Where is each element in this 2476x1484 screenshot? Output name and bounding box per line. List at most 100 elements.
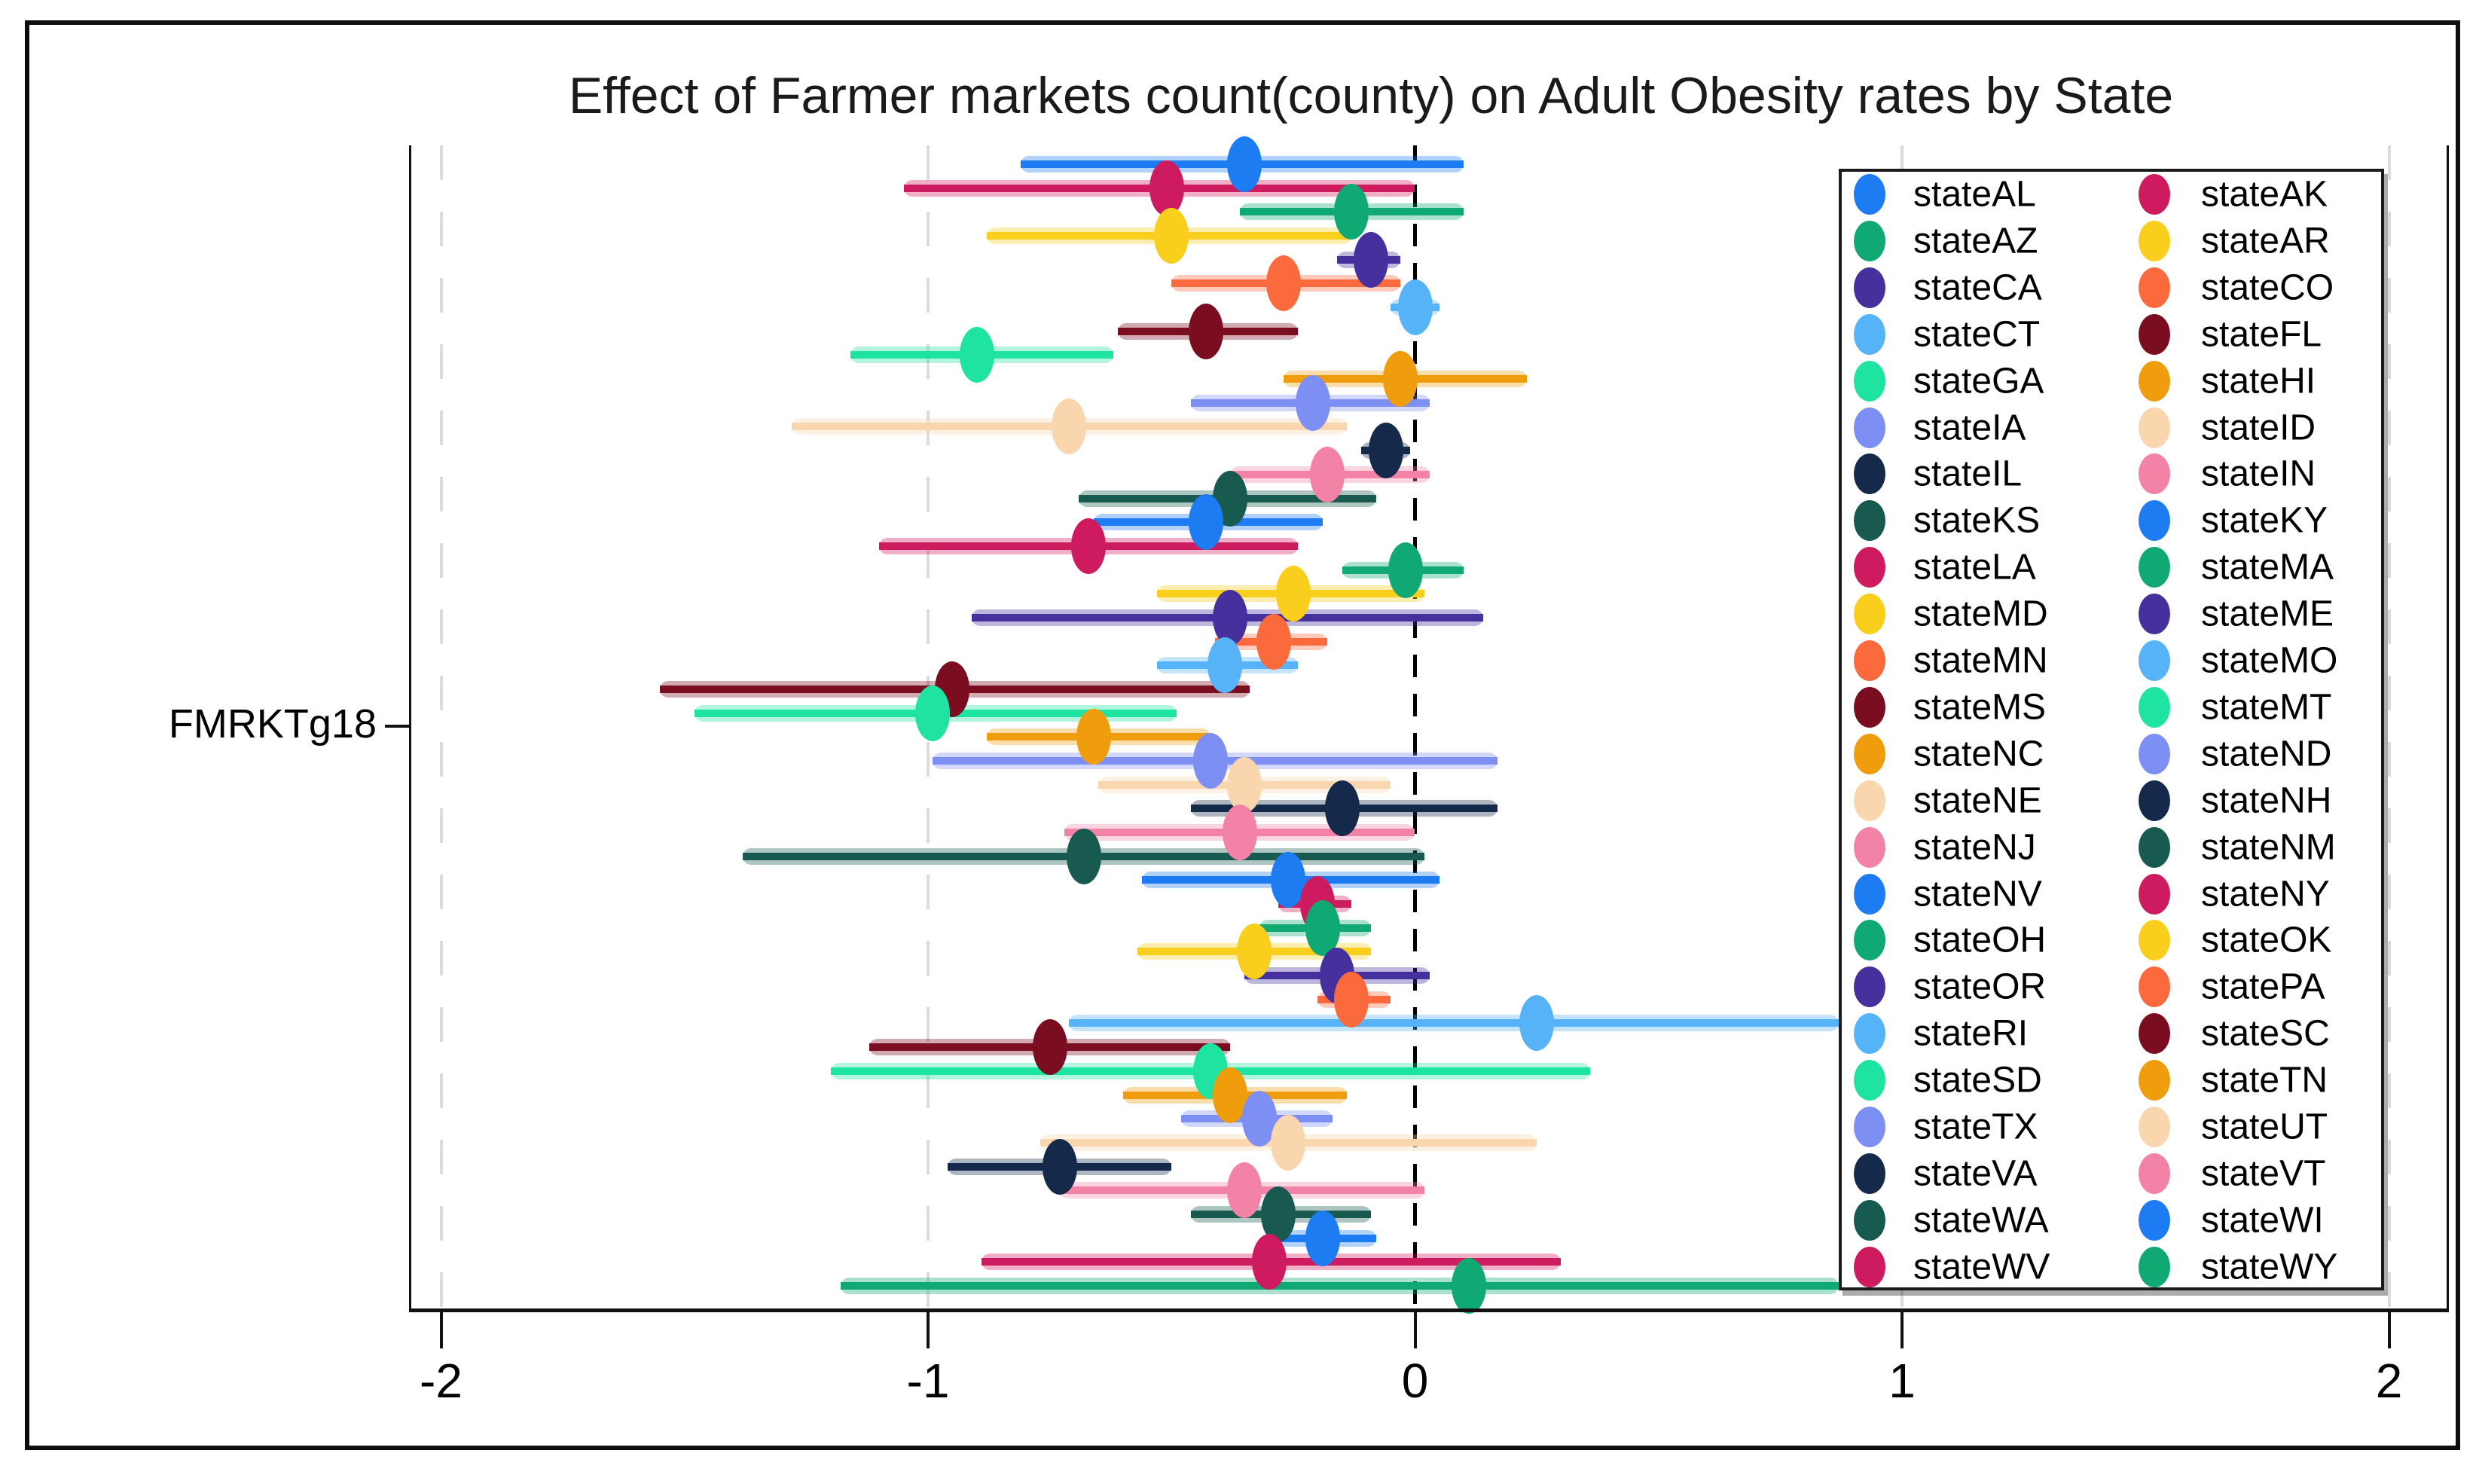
estimate-dot-stateCO	[1265, 255, 1301, 312]
legend-dot-icon	[1854, 733, 1885, 774]
legend-label: stateOR	[1913, 966, 2047, 1007]
estimate-dot-stateCA	[1354, 231, 1389, 288]
estimate-dot-stateIN	[1310, 446, 1345, 502]
x-axis-tick	[2387, 1312, 2391, 1348]
legend-label: stateOK	[2201, 920, 2332, 960]
x-tick-label: 2	[2375, 1354, 2403, 1408]
estimate-dot-stateKY	[1188, 494, 1223, 551]
legend-dot-icon	[2139, 220, 2170, 261]
estimate-dot-stateWA	[1261, 1186, 1296, 1242]
x-axis-tick	[1413, 1312, 1417, 1348]
legend-label: stateNE	[1913, 780, 2042, 821]
legend-label: stateTN	[2201, 1060, 2328, 1101]
legend-dot-icon	[2139, 686, 2170, 728]
legend-dot-icon	[1854, 313, 1885, 355]
legend-label: stateUT	[2201, 1107, 2328, 1147]
legend-dot-icon	[2139, 174, 2170, 215]
legend-dot-icon	[1854, 360, 1885, 402]
legend-label: stateWV	[1913, 1247, 2050, 1287]
legend-label: stateNC	[1913, 734, 2044, 774]
legend-label: stateNJ	[1913, 827, 2036, 868]
legend-dot-icon	[1854, 500, 1885, 542]
estimate-dot-stateMA	[1388, 542, 1423, 598]
legend-label: stateNM	[2201, 827, 2336, 868]
legend-dot-icon	[1854, 1199, 1885, 1241]
y-axis-tick	[385, 725, 411, 728]
estimate-dot-stateLA	[1071, 518, 1107, 574]
legend-dot-icon	[1854, 174, 1885, 215]
estimate-dot-stateNJ	[1222, 805, 1257, 861]
legend-dot-icon	[1854, 407, 1885, 448]
estimate-dot-stateID	[1052, 398, 1087, 455]
legend-dot-icon	[1854, 594, 1885, 635]
estimate-dot-stateNM	[1066, 828, 1101, 884]
legend-dot-icon	[2139, 1107, 2170, 1147]
legend-label: statePA	[2201, 966, 2325, 1007]
legend-dot-icon	[2139, 780, 2170, 821]
legend-dot-icon	[2139, 267, 2170, 308]
legend-label: stateMO	[2201, 640, 2338, 681]
legend-dot-icon	[1854, 873, 1885, 915]
x-axis-line	[409, 1308, 2449, 1312]
legend-dot-icon	[2139, 360, 2170, 402]
x-tick-label: 1	[1888, 1354, 1916, 1408]
legend-label: stateCT	[1913, 314, 2041, 355]
legend-label: stateGA	[1913, 361, 2044, 402]
legend-label: stateMS	[1913, 687, 2047, 728]
estimate-dot-stateUT	[1271, 1114, 1306, 1171]
estimate-dot-stateND	[1192, 733, 1228, 789]
zero-reference-line	[1413, 145, 1417, 1308]
legend-dot-icon	[1854, 547, 1885, 588]
legend-dot-icon	[2139, 453, 2170, 495]
ci-line-stateRI	[1069, 1015, 1839, 1032]
gridline	[439, 145, 443, 1308]
legend-label: stateCA	[1913, 267, 2042, 308]
legend-label: stateID	[2201, 408, 2316, 447]
estimate-dot-stateHI	[1383, 351, 1418, 408]
legend-dot-icon	[1854, 1107, 1885, 1147]
legend-label: stateAZ	[1913, 221, 2038, 261]
legend-label: stateIL	[1913, 453, 2023, 494]
legend-label: stateME	[2201, 594, 2334, 634]
legend-label: stateOH	[1913, 920, 2047, 960]
legend-label: stateIA	[1913, 408, 2026, 447]
legend-dot-icon	[1854, 1013, 1885, 1055]
legend-label: stateIN	[2201, 453, 2316, 494]
x-axis-tick	[439, 1312, 443, 1348]
estimate-dot-stateMO	[1207, 637, 1243, 694]
legend-dot-icon	[1854, 780, 1885, 821]
legend-label: stateRI	[1913, 1013, 2029, 1054]
estimate-dot-stateTX	[1241, 1091, 1277, 1147]
legend-dot-icon	[2139, 640, 2170, 681]
estimate-dot-stateNE	[1227, 756, 1262, 813]
legend-dot-icon	[2139, 873, 2170, 915]
legend-dot-icon	[2139, 1060, 2170, 1101]
estimate-dot-statePA	[1334, 971, 1369, 1028]
legend-label: stateWA	[1913, 1200, 2049, 1241]
legend-dot-icon	[1854, 686, 1885, 728]
legend-label: stateKS	[1913, 500, 2041, 541]
x-axis-tick	[1901, 1312, 1904, 1348]
estimate-dot-stateIL	[1368, 423, 1403, 479]
legend-dot-icon	[2139, 1246, 2170, 1287]
estimate-dot-stateTN	[1212, 1067, 1247, 1123]
estimate-dot-stateGA	[959, 327, 994, 383]
legend-dot-icon	[1854, 453, 1885, 495]
estimate-dot-stateNC	[1076, 709, 1111, 765]
ci-line-stateWY	[840, 1277, 1839, 1294]
estimate-dot-stateCT	[1397, 279, 1433, 336]
estimate-dot-stateAR	[1154, 208, 1189, 264]
legend-label: stateNY	[2201, 874, 2330, 914]
estimate-dot-stateFL	[1188, 303, 1223, 359]
legend-label: stateWY	[2201, 1247, 2338, 1287]
legend-label: stateKY	[2201, 500, 2328, 541]
estimate-dot-stateWY	[1451, 1257, 1486, 1314]
legend-dot-icon	[2139, 594, 2170, 635]
legend-dot-icon	[2139, 407, 2170, 448]
legend-dot-icon	[2139, 500, 2170, 542]
y-axis-tick-label: FMRKTg18	[168, 701, 377, 747]
legend-dot-icon	[1854, 1060, 1885, 1101]
legend-label: stateND	[2201, 734, 2332, 774]
y-axis-line	[409, 145, 411, 1310]
